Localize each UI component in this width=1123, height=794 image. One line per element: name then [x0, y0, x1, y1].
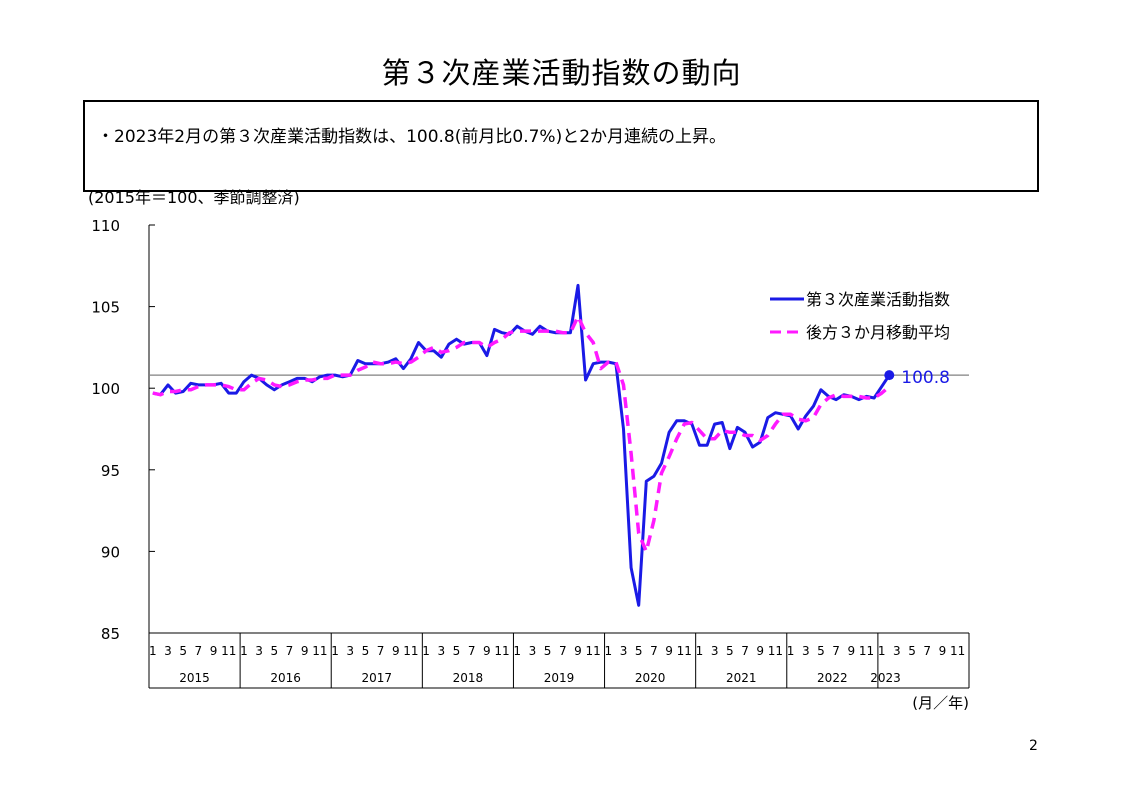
month-tick-label: 7 — [377, 644, 385, 658]
month-tick-label: 11 — [677, 644, 692, 658]
month-tick-label: 9 — [847, 644, 855, 658]
month-tick-label: 7 — [650, 644, 658, 658]
month-tick-label: 3 — [711, 644, 719, 658]
y-tick-label: 90 — [101, 543, 120, 561]
year-label: 2019 — [544, 671, 575, 685]
y-tick-label: 110 — [91, 217, 120, 235]
x-axis-title: (月／年) — [912, 694, 969, 712]
summary-text: ・2023年2月の第３次産業活動指数は、100.8(前月比0.7%)と2か月連続… — [97, 127, 727, 147]
month-tick-label: 3 — [620, 644, 628, 658]
month-tick-label: 1 — [331, 644, 339, 658]
month-tick-label: 3 — [437, 644, 445, 658]
month-tick-label: 1 — [513, 644, 521, 658]
month-tick-label: 1 — [787, 644, 795, 658]
month-tick-label: 5 — [635, 644, 643, 658]
month-tick-label: 5 — [908, 644, 916, 658]
y-tick-label: 100 — [91, 380, 120, 398]
month-tick-label: 11 — [586, 644, 601, 658]
year-label: 2017 — [362, 671, 393, 685]
month-tick-label: 5 — [270, 644, 278, 658]
month-tick-label: 7 — [832, 644, 840, 658]
month-tick-label: 3 — [164, 644, 172, 658]
month-tick-label: 1 — [878, 644, 886, 658]
month-tick-label: 5 — [817, 644, 825, 658]
year-label: 2020 — [635, 671, 666, 685]
month-tick-label: 9 — [756, 644, 764, 658]
month-tick-label: 7 — [195, 644, 203, 658]
month-tick-label: 7 — [559, 644, 567, 658]
last-value-label: 100.8 — [901, 368, 950, 388]
month-tick-label: 3 — [802, 644, 810, 658]
month-tick-label: 9 — [301, 644, 309, 658]
unit-note: (2015年＝100、季節調整済) — [88, 188, 300, 207]
month-tick-label: 1 — [240, 644, 248, 658]
month-tick-label: 1 — [422, 644, 430, 658]
month-tick-label: 1 — [696, 644, 704, 658]
month-tick-label: 3 — [529, 644, 537, 658]
month-tick-label: 7 — [468, 644, 476, 658]
month-tick-label: 7 — [286, 644, 294, 658]
page-number: 2 — [1029, 738, 1038, 754]
year-label: 2023 — [870, 671, 901, 685]
month-tick-label: 11 — [221, 644, 236, 658]
year-label: 2015 — [179, 671, 210, 685]
year-label: 2018 — [453, 671, 484, 685]
month-tick-label: 11 — [950, 644, 965, 658]
month-tick-label: 9 — [483, 644, 491, 658]
month-tick-label: 11 — [403, 644, 418, 658]
month-tick-label: 11 — [494, 644, 509, 658]
legend-label: 第３次産業活動指数 — [806, 290, 950, 309]
year-label: 2016 — [270, 671, 301, 685]
month-tick-label: 11 — [768, 644, 783, 658]
month-tick-label: 7 — [923, 644, 931, 658]
series-line-moving-average — [152, 314, 891, 554]
y-tick-label: 95 — [101, 462, 120, 480]
month-tick-label: 11 — [312, 644, 327, 658]
month-tick-label: 11 — [859, 644, 874, 658]
month-tick-label: 1 — [149, 644, 157, 658]
month-tick-label: 9 — [210, 644, 218, 658]
month-tick-label: 3 — [346, 644, 354, 658]
month-tick-label: 9 — [939, 644, 947, 658]
y-tick-label: 105 — [91, 299, 120, 317]
month-tick-label: 5 — [362, 644, 370, 658]
month-tick-label: 5 — [726, 644, 734, 658]
month-tick-label: 5 — [453, 644, 461, 658]
legend-label: 後方３か月移動平均 — [806, 323, 950, 342]
month-tick-label: 9 — [574, 644, 582, 658]
month-tick-label: 9 — [665, 644, 673, 658]
year-label: 2022 — [817, 671, 848, 685]
y-tick-label: 85 — [101, 625, 120, 643]
month-tick-label: 7 — [741, 644, 749, 658]
series-line-index — [152, 283, 891, 607]
month-tick-label: 1 — [605, 644, 613, 658]
month-tick-label: 5 — [544, 644, 552, 658]
month-tick-label: 3 — [255, 644, 263, 658]
summary-box: ・2023年2月の第３次産業活動指数は、100.8(前月比0.7%)と2か月連続… — [83, 100, 1039, 192]
year-label: 2021 — [726, 671, 757, 685]
month-tick-label: 3 — [893, 644, 901, 658]
month-tick-label: 9 — [392, 644, 400, 658]
last-data-point — [884, 370, 895, 381]
month-tick-label: 5 — [179, 644, 187, 658]
page-title: 第３次産業活動指数の動向 — [381, 56, 742, 90]
